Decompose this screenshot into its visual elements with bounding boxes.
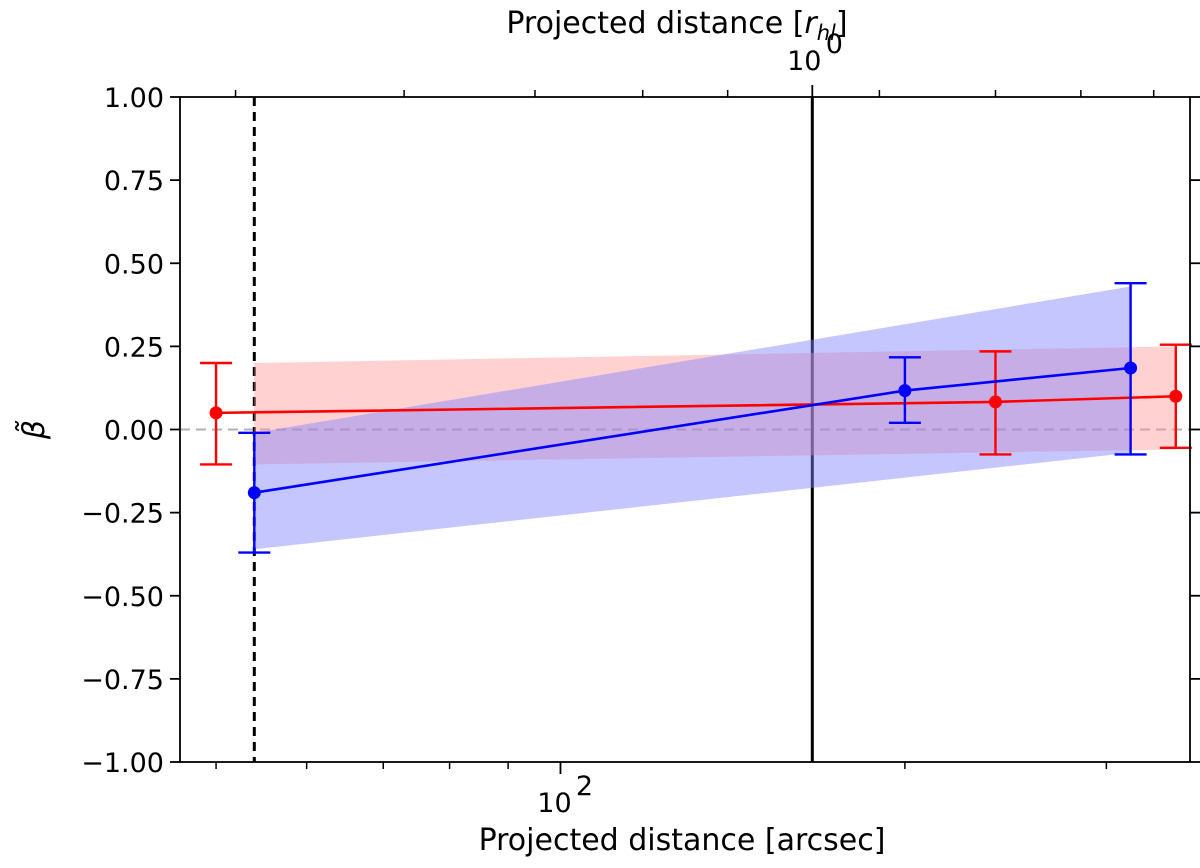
y-tick-label-3: −0.25	[81, 499, 164, 530]
top-x-axis-title-subscript: hl	[817, 21, 836, 45]
y-tick-label-5: 0.25	[104, 332, 164, 363]
blue-point-1	[898, 384, 912, 398]
top-x-tick-label-major: 10	[787, 46, 821, 77]
y-tick-label-6: 0.50	[104, 249, 164, 280]
x-tick-label-major-exponent: 2	[576, 771, 593, 802]
y-tick-label-1: −0.75	[81, 665, 164, 696]
y-tick-label-2: −0.50	[81, 582, 164, 613]
confidence-bands-layer	[254, 286, 1176, 550]
y-tick-label-8: 1.00	[104, 83, 164, 114]
series-layer	[200, 282, 1192, 554]
y-tick-label-7: 0.75	[104, 166, 164, 197]
blue-band	[254, 286, 1131, 550]
top-x-axis-title-main: Projected distance [	[506, 6, 804, 41]
top-x-axis-title-symbol: r	[804, 6, 818, 41]
y-tick-label-4: 0.00	[104, 416, 164, 447]
red-point-1	[988, 395, 1002, 409]
top-x-axis-title-close: ]	[836, 6, 848, 41]
y-axis-title: β̃	[16, 420, 52, 440]
x-axis-title: Projected distance [arcsec]	[479, 823, 886, 858]
blue-point-0	[247, 486, 261, 500]
y-tick-label-0: −1.00	[81, 748, 164, 779]
top-x-axis-title: Projected distance [rhl]	[506, 6, 847, 45]
red-point-0	[209, 406, 223, 420]
ticks-layer: −1.00 −0.75 −0.50 −0.25 0.00 0.25 0.50 0.75 1.00…	[81, 29, 1200, 819]
top-x-tick-label-major-exponent: 0	[826, 29, 843, 60]
reference-lines-layer	[180, 97, 1190, 762]
x-tick-label-major: 10	[537, 788, 571, 819]
red-point-2	[1169, 389, 1183, 403]
blue-point-2	[1124, 361, 1138, 375]
